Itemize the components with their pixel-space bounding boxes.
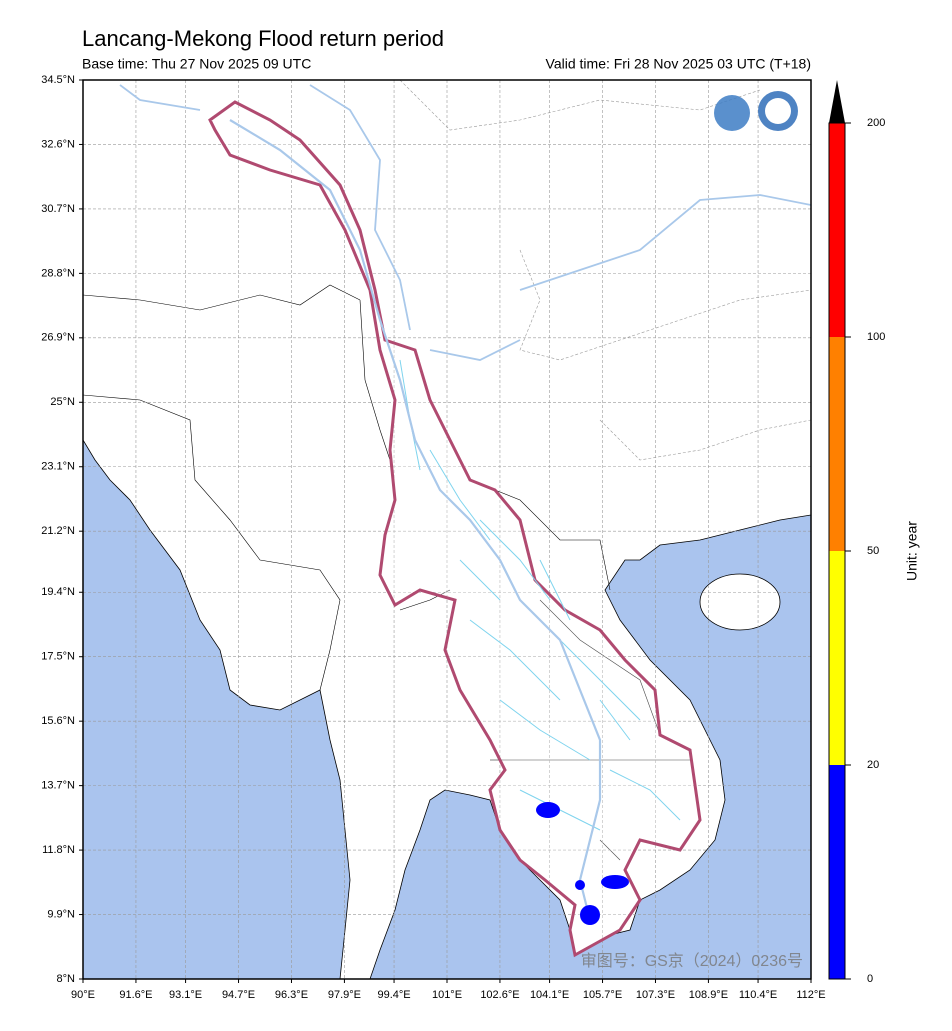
x-tick-label: 105.7°E <box>583 989 622 1001</box>
logos <box>714 91 798 131</box>
valid-time: Valid time: Fri 28 Nov 2025 03 UTC (T+18… <box>546 56 811 72</box>
colorbar-tick-label: 100 <box>867 331 885 343</box>
colorbar-label: Unit: year <box>904 521 920 581</box>
x-tick-label: 108.9°E <box>689 989 728 1001</box>
watermark: 审图号：GS京（2024）0236号 <box>581 952 803 970</box>
mekong-river <box>229 119 602 921</box>
colorbar-segment <box>829 551 845 765</box>
y-tick-label: 34.5°N <box>41 74 75 86</box>
hainan-island <box>699 573 781 631</box>
y-tick-label: 30.7°N <box>41 203 75 215</box>
colorbar-tick-label: 20 <box>867 759 879 771</box>
y-tick-label: 19.4°N <box>41 586 75 598</box>
y-tick-label: 25°N <box>50 396 75 408</box>
x-tick-label: 107.3°E <box>636 989 675 1001</box>
y-tick-label: 11.8°N <box>42 844 75 856</box>
land <box>83 80 811 979</box>
base-time: Base time: Thu 27 Nov 2025 09 UTC <box>82 56 311 72</box>
colorbar-segment <box>829 765 845 979</box>
colorbar-tick-label: 0 <box>867 973 873 985</box>
colorbar-segment <box>829 337 845 551</box>
y-tick-label: 28.8°N <box>41 267 75 279</box>
x-tick-label: 101°E <box>432 989 462 1001</box>
grid <box>83 80 811 979</box>
colorbar-tick-label: 50 <box>867 545 879 557</box>
y-tick-label: 13.7°N <box>41 780 75 792</box>
y-tick-label: 26.9°N <box>41 332 75 344</box>
map-layers <box>83 80 811 979</box>
y-tick-label: 15.6°N <box>41 715 75 727</box>
x-tick-label: 97.9°E <box>328 989 361 1001</box>
x-tick-label: 93.1°E <box>169 989 202 1001</box>
colorbar-extend <box>829 80 845 123</box>
colorbar: 0 20 50 100 200 <box>828 117 885 985</box>
x-tick-label: 94.7°E <box>222 989 255 1001</box>
y-tick-label: 9.9°N <box>47 908 75 920</box>
y-tick-label: 23.1°N <box>41 461 75 473</box>
x-tick-label: 96.3°E <box>275 989 308 1001</box>
x-tick-label: 99.4°E <box>377 989 410 1001</box>
x-tick-label: 90°E <box>71 989 95 1001</box>
x-tick-label: 110.4°E <box>739 989 777 1001</box>
colorbar-segment <box>829 123 845 337</box>
y-tick-label: 32.6°N <box>41 138 75 150</box>
y-tick-label: 8°N <box>57 973 76 985</box>
china-provinces <box>399 80 811 461</box>
flood-patches <box>536 802 629 925</box>
y-tick-label: 21.2°N <box>41 525 75 537</box>
x-tick-label: 112°E <box>796 989 825 1001</box>
colorbar-tick-label: 200 <box>867 117 885 129</box>
x-tick-label: 104.1°E <box>530 989 569 1001</box>
basin-outline <box>208 100 702 958</box>
x-tick-label: 102.6°E <box>480 989 519 1001</box>
title: Lancang-Mekong Flood return period <box>82 26 444 51</box>
y-tick-label: 17.5°N <box>41 651 75 663</box>
other-rivers <box>119 84 811 361</box>
x-tick-label: 91.6°E <box>119 989 152 1001</box>
